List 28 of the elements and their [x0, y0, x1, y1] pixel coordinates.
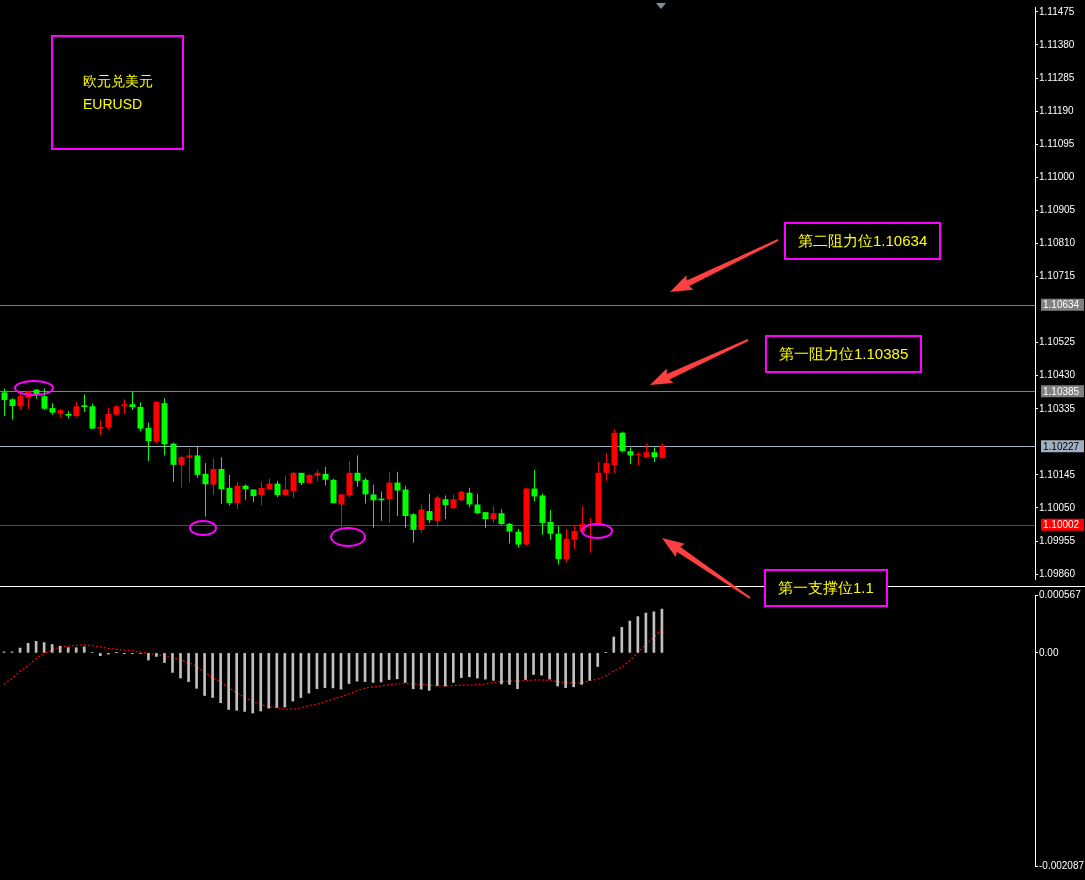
y-tick-label: 1.11475	[1039, 5, 1075, 17]
y-tick-label: 1.10715	[1039, 270, 1076, 282]
y-tick-label: 0.000567	[1039, 588, 1082, 600]
y-tick-label: 1.11285	[1039, 71, 1075, 83]
y-tick-label: 1.09955	[1039, 534, 1076, 546]
ref-line-label: 1.10634	[1043, 298, 1080, 310]
y-tick-label: -0.002087	[1039, 859, 1085, 871]
y-tick-label: 1.09860	[1039, 567, 1076, 579]
y-tick-label: 1.10145	[1039, 468, 1076, 480]
y-tick-label: 1.10810	[1039, 237, 1076, 249]
y-tick-label: 1.11380	[1039, 38, 1075, 50]
ref-line-label: 1.10385	[1043, 385, 1080, 397]
annotation: 第一支撑位1.1	[764, 569, 888, 607]
y-tick-label: 1.10430	[1039, 369, 1076, 381]
y-tick-label: 1.11000	[1039, 170, 1075, 182]
annotation: 第二阻力位1.10634	[784, 222, 942, 260]
ref-line-label: 1.10227	[1043, 440, 1080, 452]
annotation: 第一阻力位1.10385	[765, 335, 923, 373]
y-tick-label: 1.10335	[1039, 402, 1076, 414]
y-tick-label: 1.10050	[1039, 501, 1076, 513]
text: EURUSD	[83, 95, 144, 114]
y-tick-label: 1.11095	[1039, 137, 1075, 149]
y-tick-label: 1.10905	[1039, 204, 1076, 216]
y-tick-label: 1.10525	[1039, 336, 1076, 348]
y-tick-label: 0.00	[1039, 646, 1059, 658]
text: 欧元兑美元	[83, 72, 154, 91]
y-tick-label: 1.11190	[1039, 104, 1075, 116]
ref-line-label: 1.10002	[1043, 518, 1080, 530]
